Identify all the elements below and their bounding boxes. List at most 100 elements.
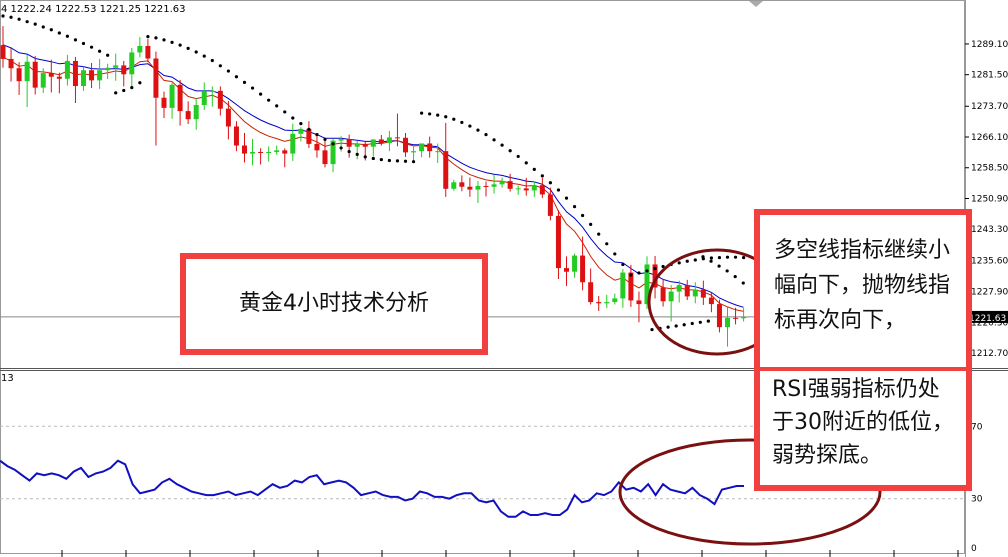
candles-layer <box>0 26 747 347</box>
candle-body <box>56 76 62 79</box>
candle-body <box>419 143 425 152</box>
candle-body <box>201 91 207 106</box>
candle-body <box>411 151 417 153</box>
candle-body <box>89 70 95 81</box>
price-tick-label: 1212.70 <box>971 349 1008 359</box>
candle-body <box>193 105 199 120</box>
sar-dot <box>411 160 416 164</box>
sar-dot <box>548 181 553 185</box>
sar-dot <box>674 324 678 328</box>
sar-dot <box>291 116 295 120</box>
sar-dot <box>275 104 279 108</box>
candle-body <box>362 143 368 147</box>
sar-dot <box>581 213 585 218</box>
candle-body <box>250 151 256 154</box>
sar-dot <box>653 266 657 271</box>
candle-body <box>403 137 408 153</box>
sar-dot <box>476 128 480 132</box>
sar-dot <box>613 252 617 256</box>
candle-body <box>161 97 167 108</box>
sar-dot <box>363 155 367 159</box>
candle-body <box>386 137 392 144</box>
price-tick-label: 1235.60 <box>971 256 1008 266</box>
title-box: 黄金4小时技术分析 <box>180 253 488 355</box>
candle-body <box>499 181 505 185</box>
sar-dot <box>460 120 464 125</box>
sar-dot <box>210 58 214 63</box>
candle-body <box>233 126 239 146</box>
candle-body <box>684 285 690 297</box>
candle-body <box>48 73 54 77</box>
scroll-arrow-icon[interactable] <box>749 1 763 7</box>
rsi-line <box>0 459 744 518</box>
candle-body <box>97 70 103 81</box>
candle-body <box>378 139 384 144</box>
candle-body <box>708 297 714 305</box>
price-tick-label: 1289.10 <box>971 40 1008 50</box>
sar-dot <box>299 122 303 126</box>
candle-body <box>700 289 706 298</box>
title-text: 黄金4小时技术分析 <box>239 291 429 316</box>
sar-dot <box>508 149 512 153</box>
sar-dot <box>637 271 641 275</box>
candle-body <box>217 90 223 109</box>
sar-dot <box>725 269 729 273</box>
sar-dot <box>532 167 536 171</box>
candle-body <box>443 151 449 189</box>
price-tick-label: 1281.50 <box>971 71 1008 81</box>
rsi-tick-label: 70 <box>971 422 983 432</box>
sar-dot <box>41 25 45 29</box>
candle-body <box>354 143 360 147</box>
candle-body <box>660 287 666 302</box>
sar-dot <box>436 113 440 117</box>
sar-dot <box>57 31 61 35</box>
candle-body <box>394 137 400 139</box>
sar-dot <box>267 98 271 102</box>
candle-body <box>72 60 78 87</box>
candle-body <box>258 151 264 153</box>
sar-dot <box>428 112 432 116</box>
time-axis-ticks <box>61 550 959 557</box>
sar-dot <box>307 127 311 131</box>
sar-dot <box>170 40 174 44</box>
ohlc-header: 4 1222.24 1222.53 1221.25 1221.63 <box>1 4 186 15</box>
candle-body <box>137 45 143 53</box>
candle-body <box>370 139 376 147</box>
sar-dot <box>589 222 593 226</box>
sar-dot <box>89 45 94 49</box>
sar-dot <box>661 264 665 269</box>
candle-body <box>668 291 674 302</box>
sar-dot <box>331 142 335 146</box>
candle-body <box>32 61 38 88</box>
sar-dot <box>685 259 689 263</box>
candle-body <box>531 185 537 191</box>
analysis-box-lower: RSI强弱指标仍处于30附近的低位，弱势探底。 <box>754 367 972 491</box>
price-tick-label: 1250.90 <box>971 194 1008 204</box>
candle-body <box>451 182 457 189</box>
price-tick-label: 1220.30 <box>971 318 1008 328</box>
price-tick-label: 1243.30 <box>971 225 1008 235</box>
candle-body <box>596 302 602 304</box>
candle-body <box>507 181 513 189</box>
candle-body <box>427 143 433 152</box>
sar-dot <box>106 53 110 57</box>
price-tick-label: 1258.50 <box>971 164 1008 174</box>
candle-body <box>539 185 545 195</box>
sar-dot <box>9 15 13 19</box>
sar-dot <box>733 255 738 259</box>
analysis-box-upper: 多空线指标继续小幅向下，抛物线指标再次向下， <box>754 209 972 375</box>
candle-body <box>636 300 642 305</box>
sar-dot <box>682 323 686 327</box>
sar-dot <box>226 69 230 73</box>
sar-dot <box>484 132 488 137</box>
sar-dot <box>690 321 694 326</box>
sar-dot <box>556 188 561 192</box>
candle-body <box>330 140 336 165</box>
sar-dot <box>73 38 78 42</box>
price-tick-label: 1273.70 <box>971 102 1008 112</box>
sar-dot <box>186 46 190 50</box>
sar-dot <box>709 256 714 260</box>
candle-body <box>113 65 119 68</box>
sar-dot <box>122 88 126 93</box>
candle-body <box>644 264 650 305</box>
